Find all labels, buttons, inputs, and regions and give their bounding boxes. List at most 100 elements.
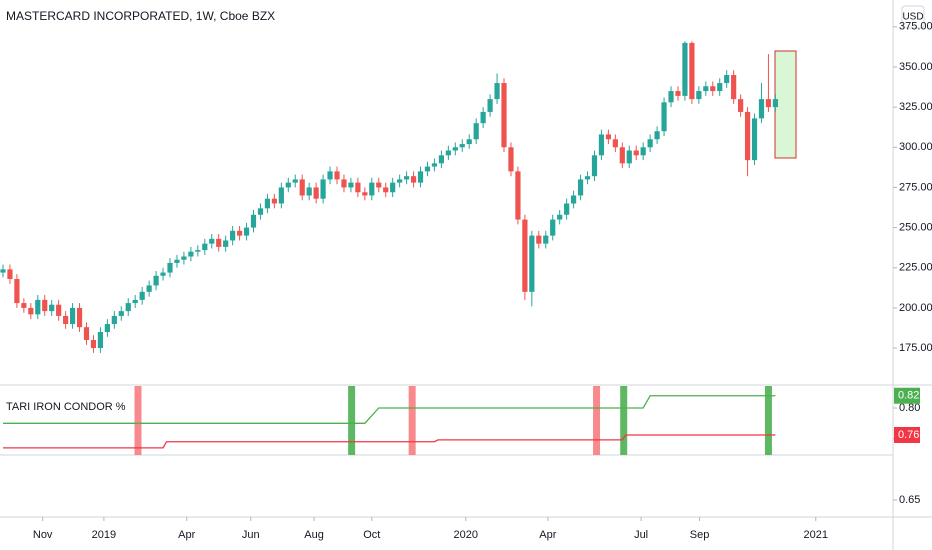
candle-body bbox=[494, 83, 500, 100]
x-tick-label: Apr bbox=[178, 529, 195, 541]
signal-bar bbox=[408, 386, 416, 455]
candle-body bbox=[633, 150, 639, 156]
candle-body bbox=[577, 179, 584, 196]
candle-body bbox=[591, 155, 598, 177]
candle-body bbox=[355, 182, 361, 193]
candle-body bbox=[584, 176, 591, 180]
candle-body bbox=[738, 99, 744, 112]
candle-body bbox=[612, 139, 618, 148]
x-tick-label: Sep bbox=[690, 529, 710, 541]
candle-body bbox=[264, 198, 271, 209]
candle-body bbox=[751, 118, 758, 161]
y-tick-label: 325.00 bbox=[899, 101, 932, 113]
candle-body bbox=[125, 303, 131, 312]
candle-body bbox=[69, 307, 76, 324]
candle-body bbox=[710, 86, 716, 92]
signal-bar bbox=[764, 386, 772, 455]
candle-body bbox=[160, 272, 166, 276]
candle-body bbox=[362, 192, 368, 196]
last-value-box bbox=[894, 387, 920, 404]
candle-body bbox=[327, 171, 333, 180]
y-tick-label: 250.00 bbox=[899, 222, 932, 234]
candle-body bbox=[167, 262, 173, 273]
last-value-label: 0.76 bbox=[898, 429, 919, 441]
candle-body bbox=[188, 251, 194, 257]
candle-body bbox=[243, 227, 250, 236]
candle-body bbox=[104, 323, 110, 332]
last-value-label: 0.82 bbox=[898, 390, 919, 402]
candle-body bbox=[28, 307, 34, 315]
candle-body bbox=[202, 243, 208, 251]
indicator-line bbox=[2, 395, 776, 424]
candle-body bbox=[459, 144, 465, 148]
candle-body bbox=[564, 203, 570, 215]
candle-body bbox=[696, 91, 702, 100]
signal-bar bbox=[348, 386, 356, 455]
candle-body bbox=[501, 83, 507, 148]
x-tick-label: Aug bbox=[304, 529, 324, 541]
candle-body bbox=[250, 214, 257, 228]
y-tick-label: 175.00 bbox=[899, 342, 932, 354]
candle-body bbox=[626, 150, 632, 164]
candle-body bbox=[306, 187, 312, 196]
candle-body bbox=[703, 86, 709, 92]
x-tick-label: Jun bbox=[242, 529, 260, 541]
candle-body bbox=[744, 111, 751, 161]
candle-body bbox=[292, 179, 298, 183]
signal-bar bbox=[134, 386, 142, 455]
candle-body bbox=[97, 331, 104, 349]
candle-body bbox=[758, 99, 765, 119]
candle-body bbox=[209, 238, 215, 244]
candle-body bbox=[320, 179, 326, 199]
candle-body bbox=[717, 83, 723, 92]
candle-body bbox=[724, 75, 730, 84]
y-tick-label: 350.00 bbox=[899, 61, 932, 73]
x-tick-label: Apr bbox=[539, 529, 556, 541]
candle-body bbox=[522, 219, 528, 292]
candle-body bbox=[619, 147, 625, 164]
candle-body bbox=[139, 291, 145, 300]
y-tick-label: 300.00 bbox=[899, 141, 932, 153]
y-tick-label: 225.00 bbox=[899, 262, 932, 274]
candle-body bbox=[765, 99, 772, 108]
candle-body bbox=[334, 171, 340, 180]
x-tick-label: Jul bbox=[634, 529, 648, 541]
candle-body bbox=[35, 299, 41, 315]
x-tick-label: Oct bbox=[363, 529, 380, 541]
candle-body bbox=[682, 42, 688, 96]
candle-body bbox=[0, 269, 6, 273]
candle-body bbox=[216, 238, 222, 247]
indicator-title: TARI IRON CONDOR % bbox=[6, 401, 126, 413]
candle-body bbox=[21, 303, 27, 308]
y-tick-label: 0.65 bbox=[899, 494, 920, 506]
last-value-box bbox=[894, 426, 920, 443]
y-tick-label: 375.00 bbox=[899, 21, 932, 33]
candle-body bbox=[550, 219, 556, 236]
x-tick-label: 2019 bbox=[92, 529, 116, 541]
candle-body bbox=[348, 182, 354, 188]
candle-body bbox=[63, 315, 69, 324]
candle-body bbox=[118, 311, 124, 316]
candle-body bbox=[515, 171, 521, 220]
candle-body bbox=[403, 176, 410, 180]
candle-body bbox=[153, 275, 159, 286]
y-tick-label: 200.00 bbox=[899, 302, 932, 314]
candle-body bbox=[731, 75, 737, 100]
x-tick-label: Nov bbox=[33, 529, 53, 541]
candle-body bbox=[369, 182, 375, 196]
indicator-line bbox=[2, 434, 776, 449]
candle-body bbox=[424, 166, 431, 172]
candle-body bbox=[236, 230, 243, 236]
chart-title: MASTERCARD INCORPORATED, 1W, Cboe BZX bbox=[6, 9, 275, 23]
y-tick-label: 275.00 bbox=[899, 181, 932, 193]
candle-body bbox=[452, 147, 458, 151]
candle-body bbox=[223, 240, 229, 247]
candle-body bbox=[557, 214, 563, 220]
x-tick-label: 2021 bbox=[804, 529, 828, 541]
currency-button[interactable] bbox=[901, 5, 925, 29]
candle-body bbox=[487, 99, 493, 112]
candle-body bbox=[299, 179, 305, 196]
candle-body bbox=[56, 304, 62, 316]
candle-body bbox=[90, 340, 97, 349]
